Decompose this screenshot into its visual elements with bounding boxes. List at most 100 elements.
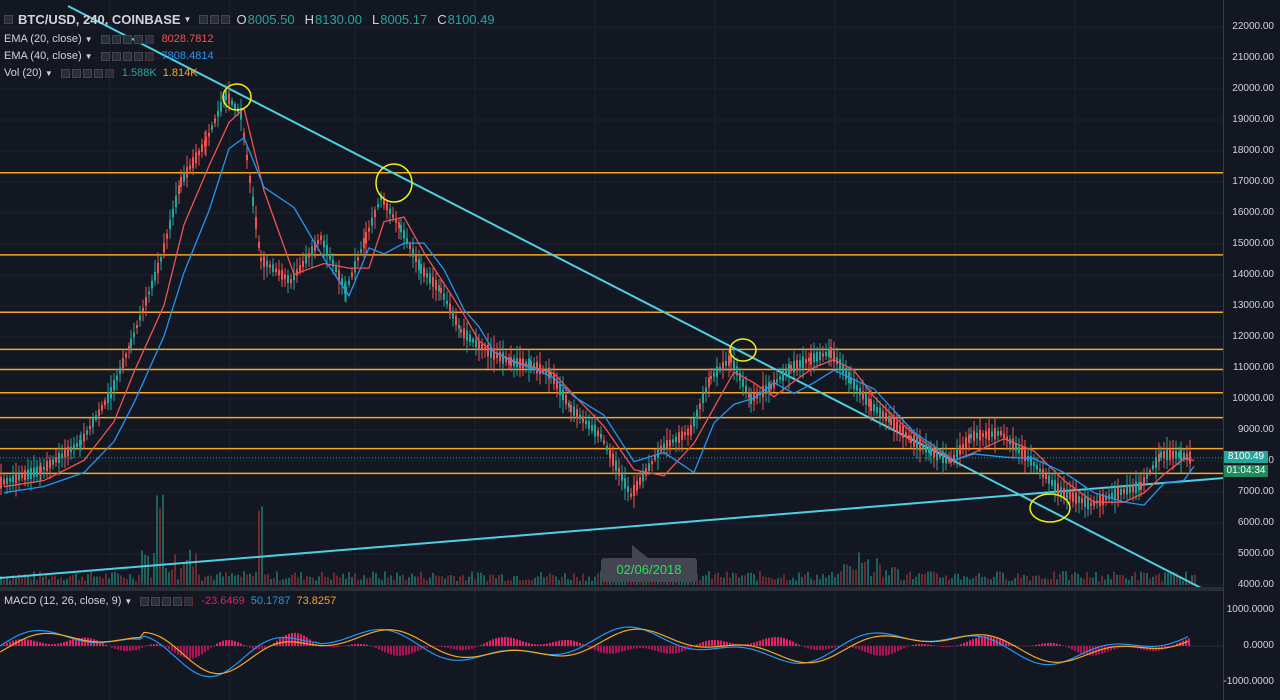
close-icon[interactable] — [184, 596, 194, 606]
macd-histogram-bar — [66, 641, 68, 646]
ohlc-open-value: 8005.50 — [247, 12, 295, 27]
volume-bar — [714, 574, 716, 585]
more-icon[interactable] — [173, 596, 183, 606]
candle-body — [1126, 485, 1128, 495]
eye-icon[interactable] — [151, 596, 161, 606]
candle-body — [231, 100, 233, 105]
macd-histogram-bar — [627, 646, 629, 650]
ema40-label[interactable]: EMA (40, close) — [4, 50, 82, 62]
symbol-title[interactable]: BTC/USD, 240, COINBASE — [18, 12, 181, 27]
settings-icon[interactable] — [122, 51, 132, 61]
price-axis[interactable]: 22000.00 21000.00 20000.00 19000.00 18000.00… — [1223, 0, 1280, 700]
volume-bar — [147, 555, 149, 585]
chevron-down-icon[interactable]: ▼ — [124, 596, 133, 606]
macd-histogram-bar — [474, 646, 476, 648]
volume-bar — [57, 579, 59, 585]
candle-body — [573, 406, 575, 416]
settings-icon[interactable] — [162, 596, 172, 606]
candle-body — [710, 375, 712, 379]
volume-bar — [453, 576, 455, 585]
close-icon[interactable] — [144, 51, 154, 61]
volume-bar — [177, 579, 179, 585]
vol-label[interactable]: Vol (20) — [4, 67, 42, 79]
price-tick-label: 10000.00 — [1232, 393, 1274, 404]
volume-bar — [180, 568, 182, 585]
eye-icon[interactable] — [111, 34, 121, 44]
chevron-down-icon[interactable]: ▼ — [84, 51, 93, 61]
help-icon[interactable] — [100, 51, 110, 61]
settings-icon[interactable] — [82, 68, 92, 78]
volume-bar — [723, 577, 725, 585]
macd-histogram-bar — [570, 640, 572, 646]
candle-body — [30, 467, 32, 479]
more-icon[interactable] — [133, 34, 143, 44]
volume-bar — [132, 578, 134, 585]
macd-tick-label: 0.0000 — [1243, 640, 1274, 651]
chevron-down-icon[interactable]: ▼ — [84, 34, 93, 44]
volume-bar — [873, 572, 875, 585]
macd-histogram-bar — [564, 639, 566, 646]
macd-histogram-bar — [204, 646, 206, 653]
volume-bar — [939, 577, 941, 585]
candle-body — [208, 132, 210, 137]
volume-bar — [426, 580, 428, 585]
volume-bar — [366, 578, 368, 585]
candle-body — [970, 434, 972, 439]
candle-body — [630, 493, 632, 497]
help-icon[interactable] — [60, 68, 70, 78]
macd-label[interactable]: MACD (12, 26, close, 9) — [4, 595, 122, 607]
macd-histogram-bar — [939, 646, 941, 647]
eye-icon[interactable] — [71, 68, 81, 78]
candle-body — [438, 285, 440, 292]
candle-body — [278, 269, 280, 276]
candle-body — [484, 347, 486, 351]
volume-bar — [492, 574, 494, 585]
volume-bar — [198, 574, 200, 585]
candle-body — [145, 297, 147, 306]
volume-bar — [915, 576, 917, 585]
macd-histogram-bar — [363, 644, 365, 646]
macd-histogram-bar — [402, 646, 404, 656]
candle-body — [930, 447, 932, 456]
symbol-legend: BTC/USD, 240, COINBASE ▼ O8005.50 H8130.… — [4, 12, 495, 27]
candle-body — [810, 352, 812, 365]
symbol-menu-icon[interactable] — [4, 15, 13, 24]
volume-bar — [15, 578, 17, 585]
macd-histogram-bar — [666, 646, 668, 654]
ema20-label[interactable]: EMA (20, close) — [4, 33, 82, 45]
settings-icon[interactable] — [199, 15, 209, 24]
macd-histogram-bar — [180, 646, 182, 657]
volume-bar — [762, 576, 764, 585]
close-icon[interactable] — [144, 34, 154, 44]
eye-icon[interactable] — [210, 15, 220, 24]
help-icon[interactable] — [140, 596, 150, 606]
chevron-down-icon[interactable]: ▼ — [44, 68, 53, 78]
more-icon[interactable] — [93, 68, 103, 78]
macd-histogram-bar — [1116, 646, 1118, 649]
volume-bar — [348, 572, 350, 585]
chevron-down-icon[interactable]: ▼ — [183, 15, 192, 24]
format-icon[interactable] — [221, 15, 231, 24]
help-icon[interactable] — [100, 34, 110, 44]
volume-bar — [570, 579, 572, 585]
macd-histogram-bar — [123, 646, 125, 652]
volume-bar — [1158, 573, 1160, 585]
eye-icon[interactable] — [111, 51, 121, 61]
candle-body — [793, 360, 795, 373]
volume-bar — [363, 575, 365, 585]
macd-histogram-bar — [867, 646, 869, 654]
volume-bar — [72, 574, 74, 585]
more-icon[interactable] — [133, 51, 143, 61]
candle-body — [1045, 473, 1047, 480]
macd-histogram-bar — [261, 646, 263, 649]
candle-body — [876, 406, 878, 413]
close-icon[interactable] — [104, 68, 114, 78]
pane-separator[interactable] — [0, 587, 1224, 591]
macd-histogram-bar — [1014, 644, 1016, 646]
macd-histogram-bar — [963, 642, 965, 646]
settings-icon[interactable] — [122, 34, 132, 44]
candle-body — [850, 377, 852, 384]
macd-histogram-bar — [813, 646, 815, 650]
macd-histogram-bar — [1080, 646, 1082, 654]
